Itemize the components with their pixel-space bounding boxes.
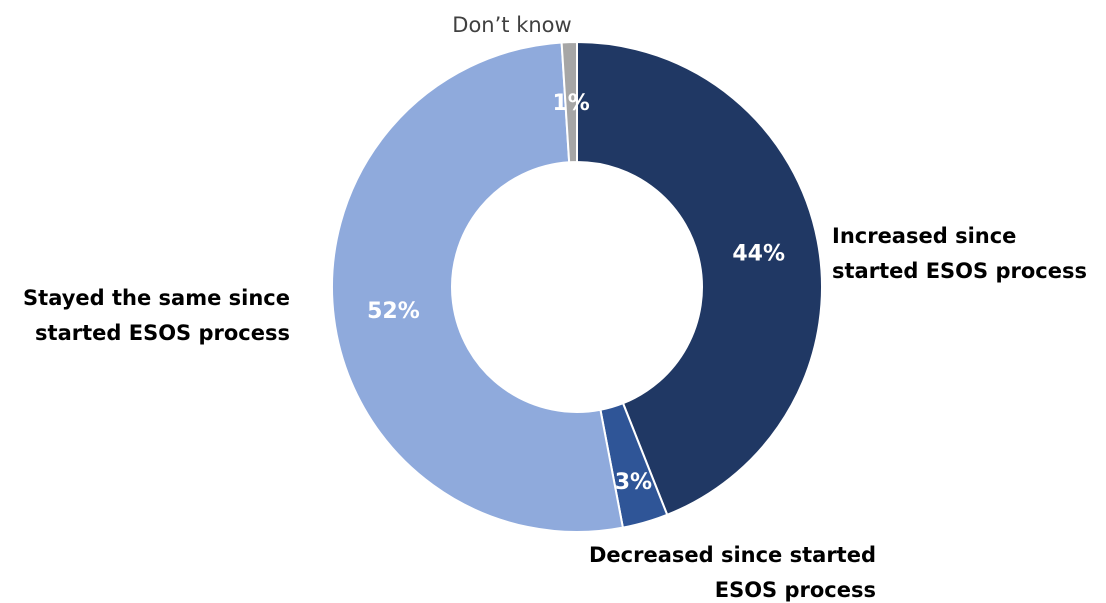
category-label-line: started ESOS process — [832, 259, 1087, 283]
category-label-line: Don’t know — [452, 13, 571, 37]
donut-slice-stayed-the-same-since-started-esos-process — [331, 41, 625, 533]
category-label-line: started ESOS process — [35, 321, 290, 345]
value-label-increased-since-started-esos-process: 44% — [732, 241, 785, 266]
value-label-stayed-the-same-since-started-esos-process: 52% — [367, 299, 420, 324]
category-label-line: Increased since — [832, 224, 1016, 248]
donut-slice-don-t-know — [560, 40, 578, 164]
category-label-decreased-since-started-esos-process: Decreased since started ESOS process — [589, 543, 876, 602]
value-label-don-t-know: 1% — [553, 91, 590, 116]
category-label-line: Decreased since started — [589, 543, 876, 567]
slice-value-labels: 44% 3% 52% 1% — [367, 91, 785, 495]
category-label-line: ESOS process — [715, 578, 876, 602]
donut-slices — [331, 40, 823, 533]
category-label-line: Stayed the same since — [23, 286, 290, 310]
category-label-don-t-know: Don’t know — [452, 13, 571, 37]
category-label-stayed-the-same-since-started-esos-process: Stayed the same since started ESOS proces… — [23, 286, 290, 345]
donut-slice-increased-since-started-esos-process — [576, 40, 823, 517]
category-labels: Increased since started ESOS process Decre… — [23, 13, 1087, 602]
category-label-increased-since-started-esos-process: Increased since started ESOS process — [832, 224, 1087, 283]
value-label-decreased-since-started-esos-process: 3% — [615, 470, 652, 495]
